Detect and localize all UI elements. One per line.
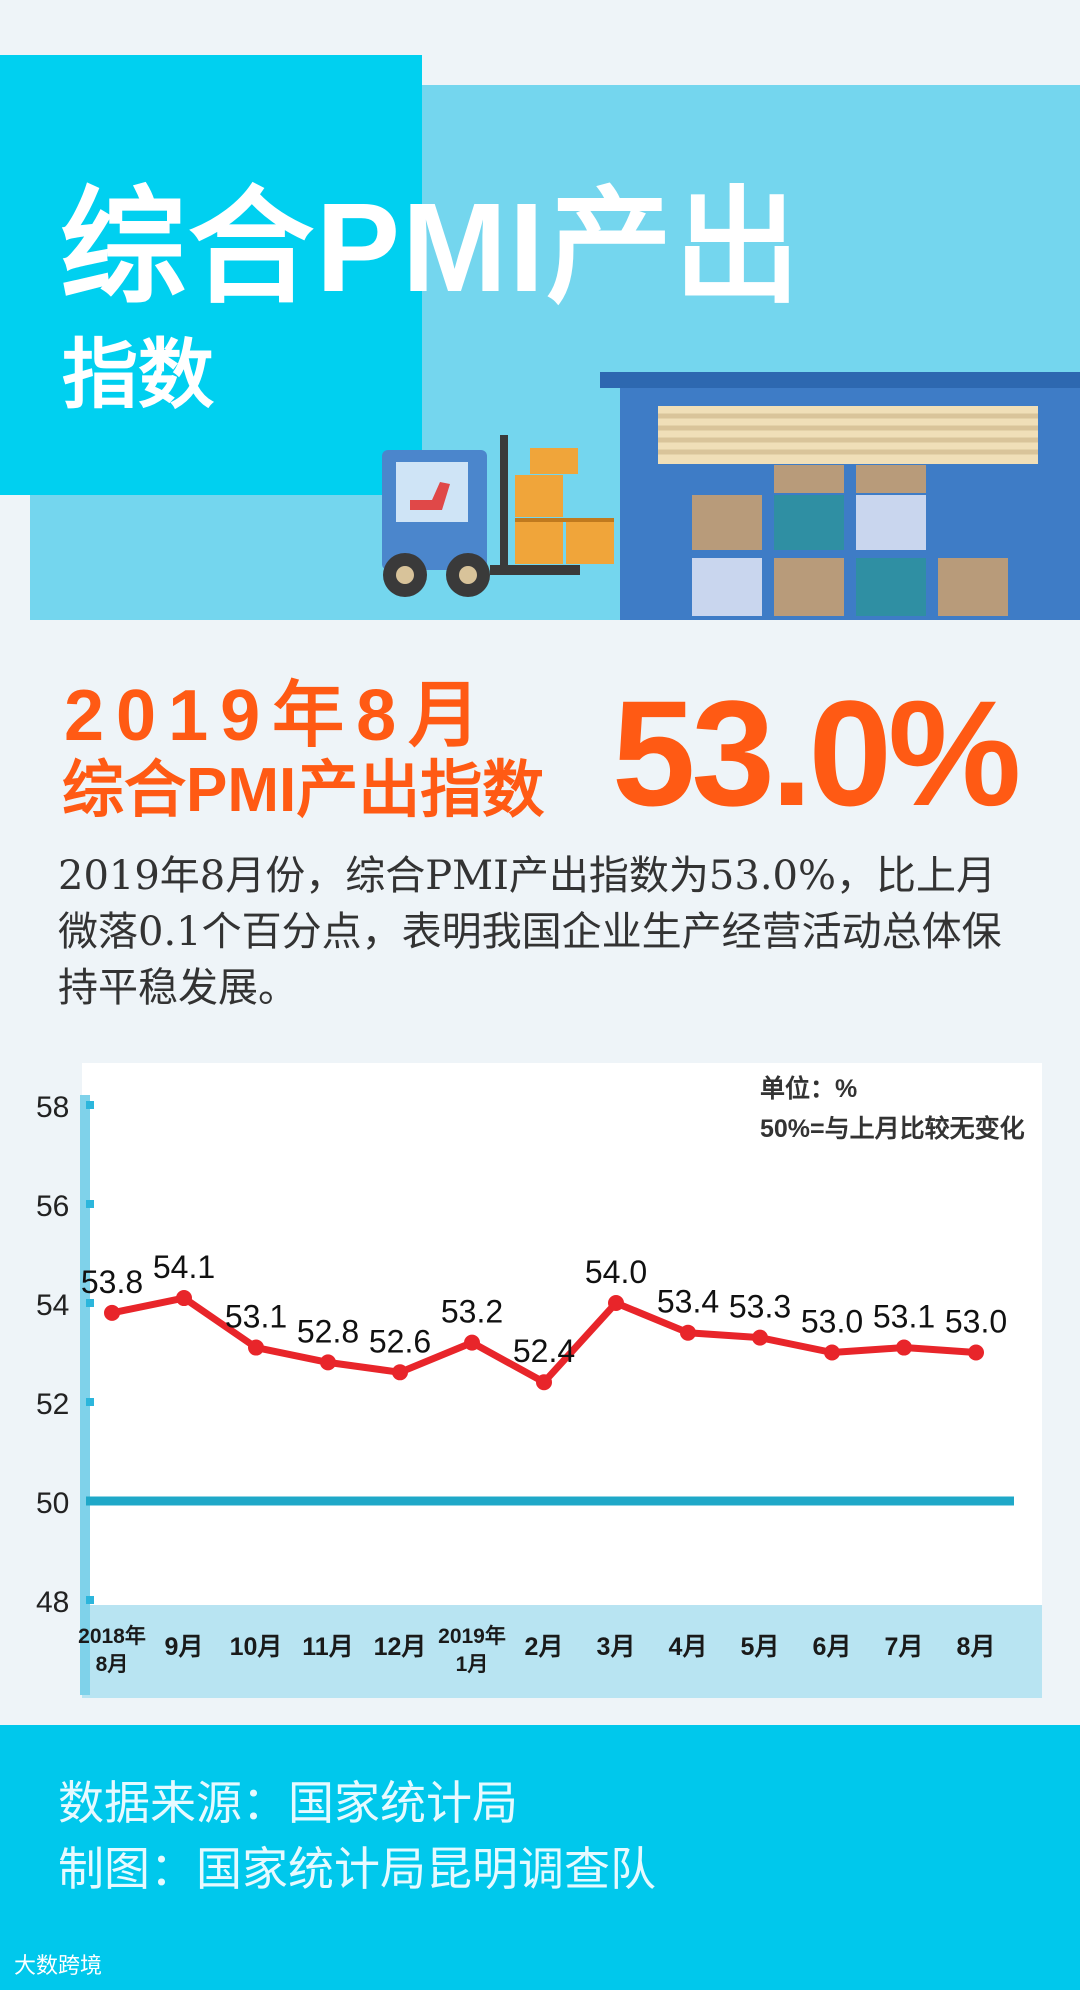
data-label: 54.0 [585,1254,647,1290]
page-subtitle: 指数 [62,333,214,418]
warehouse-forklift-illustration [382,372,1080,620]
data-label: 52.6 [369,1323,431,1359]
y-tick-label: 56 [36,1190,69,1223]
x-tick-label: 5月 [741,1633,780,1661]
y-tick-mark [86,1596,94,1604]
page-title: 综合PMI产出 [60,177,803,318]
data-label: 53.3 [729,1289,791,1325]
headline-label: 综合PMI产出指数 [62,756,545,825]
chart-unit-note: 单位：% [760,1074,857,1103]
x-axis-band [82,1605,1042,1698]
y-tick-label: 50 [36,1487,69,1520]
x-tick-label: 11月 [302,1633,353,1661]
data-label: 53.2 [441,1294,503,1330]
forklift-icon [382,435,614,597]
data-point [536,1374,552,1391]
description-text: 2019年8月份，综合PMI产出指数为53.0%，比上月微落0.1个百分点，表明… [58,853,1002,1011]
y-tick-mark [86,1101,94,1109]
data-label: 53.1 [873,1299,935,1335]
x-tick-label: 12月 [374,1633,427,1661]
data-point [320,1354,336,1371]
data-label: 54.1 [153,1249,215,1285]
headline-value: 53.0% [612,669,1021,837]
data-point [608,1295,624,1311]
data-point [968,1344,984,1361]
data-point [896,1339,912,1356]
watermark-text: 大数跨境 [14,1953,103,1978]
y-tick-label: 54 [36,1289,69,1322]
y-tick-mark [86,1299,94,1307]
x-tick-label: 3月 [597,1633,636,1661]
data-label: 52.8 [297,1313,359,1349]
x-tick-label: 7月 [885,1633,924,1661]
data-label: 53.0 [801,1304,863,1340]
data-point [392,1364,408,1381]
chart-plot-background [82,1063,1042,1698]
x-tick-label: 8月 [957,1633,996,1661]
y-tick-mark [86,1398,94,1406]
x-tick-label: 2018年 8月 [78,1624,146,1676]
y-tick-mark [86,1200,94,1208]
chart-author-text: 制图：国家统计局昆明调查队 [58,1843,656,1895]
data-point [824,1344,840,1361]
data-label: 53.8 [81,1264,143,1300]
data-point [104,1304,120,1321]
data-point [752,1329,768,1346]
data-point [248,1339,264,1356]
x-tick-label: 9月 [165,1633,204,1661]
data-label: 52.4 [513,1333,575,1369]
header-accent-block [0,55,422,495]
data-label: 53.4 [657,1284,719,1320]
x-tick-label: 2019年 1月 [438,1624,506,1676]
footer-band [0,1725,1080,1990]
x-tick-label: 10月 [230,1633,283,1661]
y-tick-label: 52 [36,1388,69,1421]
data-source-text: 数据来源：国家统计局 [58,1777,518,1829]
data-label: 53.1 [225,1299,287,1335]
y-tick-label: 58 [36,1091,69,1124]
y-axis-line [80,1095,90,1695]
data-label: 53.0 [945,1304,1007,1340]
x-tick-label: 4月 [669,1633,708,1661]
chart-reference-note: 50%=与上月比较无变化 [760,1114,1025,1143]
x-tick-label: 2月 [525,1633,564,1661]
data-point [464,1334,480,1351]
pmi-line-chart: 58 56 54 52 50 48 53.8 54.1 53.1 52.8 52.6 53.2 52.… [36,1063,1042,1698]
headline-date: 2019年8月 [64,676,493,756]
warehouse-icon [600,372,1080,620]
y-tick-label: 48 [36,1586,69,1619]
x-tick-label: 6月 [813,1633,852,1661]
data-point [176,1290,192,1307]
data-point [680,1324,696,1341]
